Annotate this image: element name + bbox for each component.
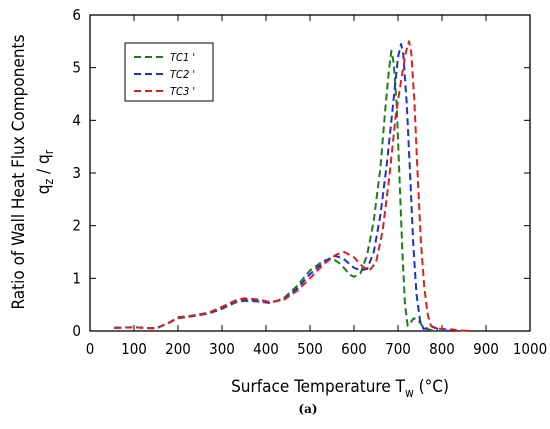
x-tick-label-500: 500 bbox=[297, 340, 323, 358]
x-axis-title-unit: (°C) bbox=[414, 377, 449, 397]
x-tick-label-800: 800 bbox=[429, 340, 455, 358]
x-tick-label-700: 700 bbox=[385, 340, 411, 358]
y-tick-label-5: 5 bbox=[72, 59, 81, 77]
series-lines bbox=[114, 40, 473, 332]
figure-caption: (a) bbox=[298, 402, 317, 416]
y-axis-title-q2: q bbox=[34, 154, 54, 164]
x-axis-title-main: Surface Temperature T bbox=[231, 377, 406, 397]
y-tick-label-4: 4 bbox=[72, 111, 81, 129]
legend-label-3: TC3 ' bbox=[170, 85, 195, 98]
x-tick-label-300: 300 bbox=[209, 340, 235, 358]
legend-items: TC1 ' TC2 ' TC3 ' bbox=[134, 51, 195, 98]
x-tick-label-900: 900 bbox=[473, 340, 499, 358]
series-line-3 bbox=[114, 40, 473, 332]
x-tick-label-600: 600 bbox=[341, 340, 367, 358]
y-tick-label-2: 2 bbox=[72, 217, 81, 235]
y-tick-label-1: 1 bbox=[72, 269, 81, 287]
y-tick-label-0: 0 bbox=[72, 322, 81, 340]
legend-box bbox=[124, 42, 214, 102]
legend-label-1: TC1 ' bbox=[170, 51, 195, 64]
y-axis-title-q1: q bbox=[34, 184, 54, 194]
y-axis-title-sub1: z bbox=[42, 178, 56, 184]
y-tick-label-6: 6 bbox=[72, 6, 81, 24]
x-tick-label-200: 200 bbox=[165, 340, 191, 358]
y-tick-label-3: 3 bbox=[72, 164, 81, 182]
y-axis-title-line1: Ratio of Wall Heat Flux Components bbox=[9, 34, 29, 309]
y-axis-title-line2: qz / qr bbox=[34, 149, 56, 194]
y-axis-title-sub2: r bbox=[42, 149, 56, 154]
legend: TC1 ' TC2 ' TC3 ' bbox=[124, 42, 214, 102]
x-tick-label-100: 100 bbox=[121, 340, 147, 358]
x-axis-title-subscript: w bbox=[405, 386, 414, 400]
x-tick-label-400: 400 bbox=[253, 340, 279, 358]
axis-tick-labels: 0 100 200 300 400 500 600 700 800 900 1000 0 1 2 3 4 5 6 bbox=[72, 6, 547, 358]
x-tick-label-1000: 1000 bbox=[513, 340, 547, 358]
y-axis-title-slash: / bbox=[34, 164, 54, 179]
x-axis-title: Surface Temperature Tw (°C) bbox=[231, 377, 449, 400]
legend-label-2: TC2 ' bbox=[170, 68, 195, 81]
x-tick-label-0: 0 bbox=[86, 340, 95, 358]
